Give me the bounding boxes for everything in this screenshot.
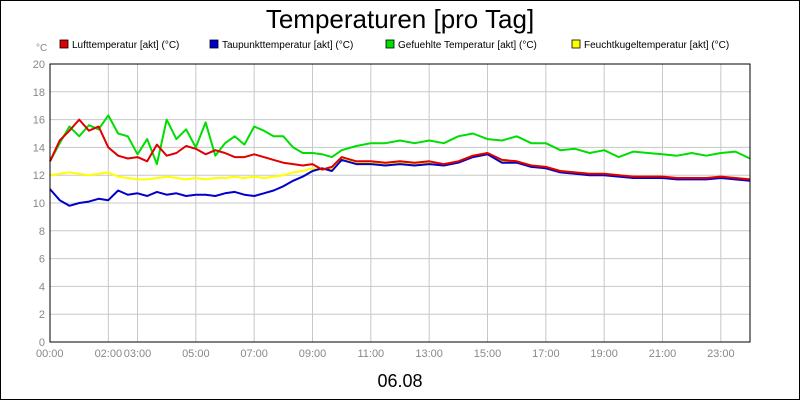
x-tick-label: 05:00 <box>182 348 210 360</box>
y-unit-label: °C <box>36 43 47 54</box>
legend-label: Taupunkttemperatur [akt] (°C) <box>222 40 353 51</box>
x-tick-label: 23:00 <box>707 348 735 360</box>
y-axis: 0 2 4 6 8 10 12 14 16 18 20 <box>33 59 45 349</box>
date-label: 06.08 <box>377 371 422 391</box>
y-tick-label: 20 <box>33 59 45 71</box>
series-lines <box>49 114 751 207</box>
y-tick-label: 16 <box>33 115 45 127</box>
legend-swatch <box>385 39 395 49</box>
legend-swatch <box>209 39 219 49</box>
x-tick-label: 03:00 <box>124 348 152 360</box>
y-tick-label: 0 <box>39 337 45 349</box>
y-tick-label: 6 <box>39 254 45 266</box>
y-tick-label: 10 <box>33 198 45 210</box>
legend-item-1: Taupunkttemperatur [akt] (°C) <box>209 39 353 51</box>
legend-item-0: Lufttemperatur [akt] (°C) <box>59 39 179 51</box>
x-tick-label: 07:00 <box>240 348 268 360</box>
y-tick-label: 18 <box>33 87 45 99</box>
x-tick-label: 09:00 <box>299 348 327 360</box>
legend-swatch <box>59 39 69 49</box>
x-tick-label: 11:00 <box>357 348 384 360</box>
x-axis: 00:00 02:00 03:00 05:00 07:00 09:00 11:00 13:00… <box>36 348 735 360</box>
y-tick-label: 8 <box>39 226 45 238</box>
legend-label: Lufttemperatur [akt] (°C) <box>72 40 179 51</box>
series-line-0 <box>49 118 751 181</box>
legend-swatch <box>571 39 581 49</box>
x-tick-label: 00:00 <box>36 348 64 360</box>
y-tick-label: 12 <box>33 170 45 182</box>
legend-item-3: Feuchtkugeltemperatur [akt] (°C) <box>571 39 729 51</box>
y-tick-label: 2 <box>39 309 45 321</box>
series-line-2 <box>49 114 751 166</box>
plot-border <box>49 63 751 343</box>
x-tick-label: 13:00 <box>415 348 443 360</box>
x-tick-label: 21:00 <box>649 348 677 360</box>
y-tick-label: 4 <box>39 281 45 293</box>
x-tick-label: 02:00 <box>95 348 123 360</box>
legend-label: Gefuehlte Temperatur [akt] (°C) <box>398 40 537 51</box>
legend-item-2: Gefuehlte Temperatur [akt] (°C) <box>385 39 537 51</box>
y-tick-label: 14 <box>33 142 45 154</box>
legend-label: Feuchtkugeltemperatur [akt] (°C) <box>584 40 729 51</box>
x-tick-label: 15:00 <box>474 348 502 360</box>
chart-title: Temperaturen [pro Tag] <box>266 4 534 34</box>
series-line-1 <box>49 153 751 207</box>
x-tick-label: 19:00 <box>590 348 618 360</box>
x-tick-label: 17:00 <box>532 348 560 360</box>
legend: Lufttemperatur [akt] (°C) Taupunkttempera… <box>59 39 729 51</box>
